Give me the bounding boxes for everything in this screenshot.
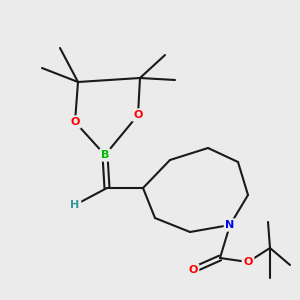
Text: O: O <box>188 265 198 275</box>
Text: O: O <box>243 257 253 267</box>
Text: O: O <box>70 117 80 127</box>
Text: N: N <box>225 220 235 230</box>
Text: H: H <box>70 200 80 210</box>
Text: B: B <box>101 150 109 160</box>
Text: O: O <box>133 110 143 120</box>
